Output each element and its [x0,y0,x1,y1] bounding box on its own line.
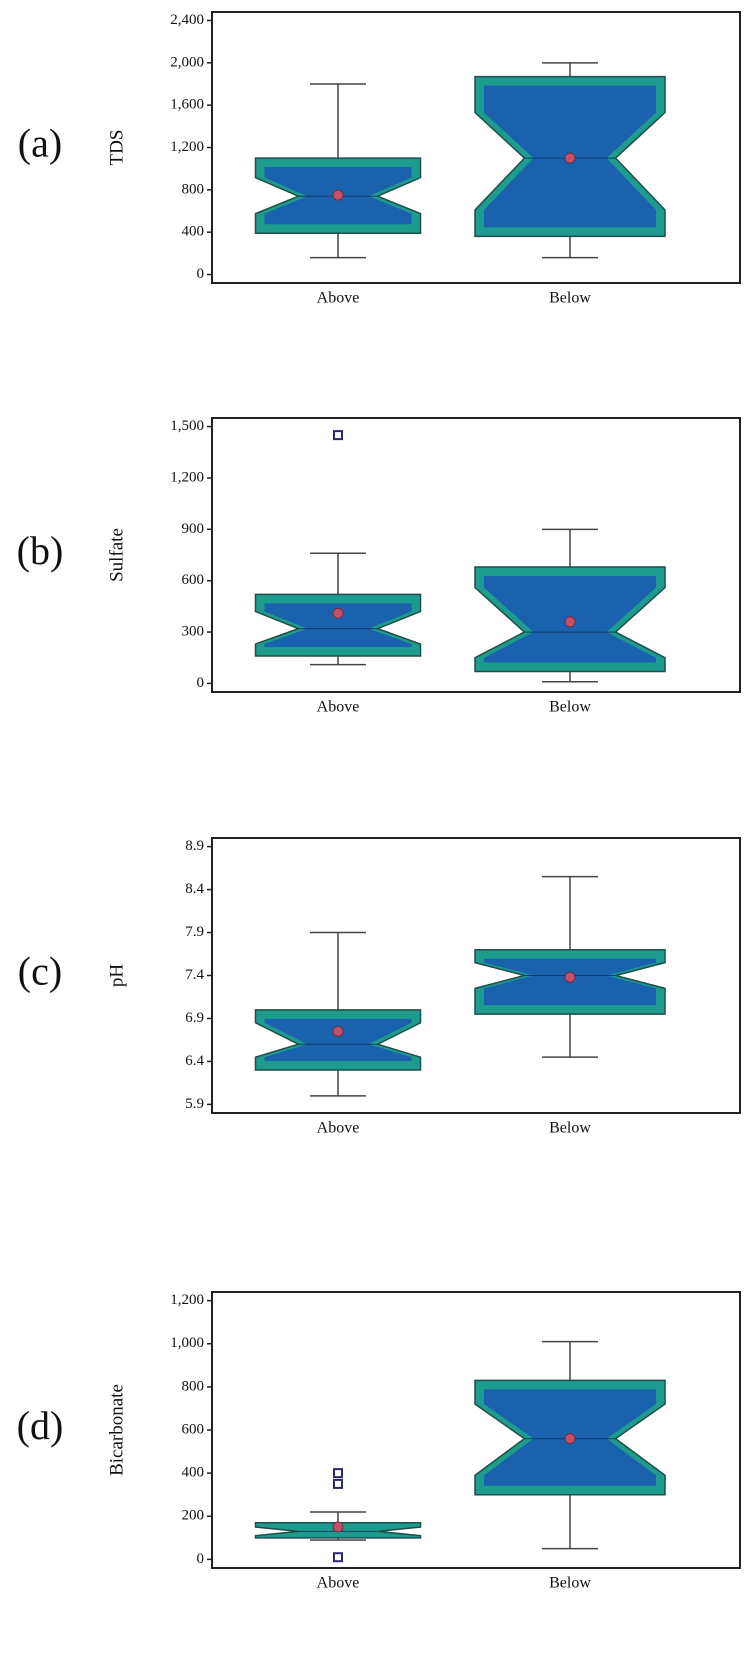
y-axis-label: Bicarbonate [106,1384,127,1476]
y-tick-label: 0 [197,266,205,282]
box-chart: (b) Sulfate 0 300 600 900 1,200 1,500 Above Below [17,417,741,716]
y-tick-label: 200 [182,1508,205,1524]
y-tick-label: 1,000 [170,1335,204,1351]
mean-marker [564,1433,576,1445]
y-tick-label: 6.4 [185,1053,204,1069]
box-chart: (d) Bicarbonate 0 200 400 600 800 1,000 1,200 Abo… [17,1291,741,1592]
mean-marker [564,971,576,983]
y-tick-label: 300 [182,624,205,640]
y-tick-label: 900 [182,521,205,537]
panel-label: (d) [17,1403,64,1448]
y-tick-label: 400 [182,1465,205,1481]
y-tick-label: 5.9 [185,1096,204,1112]
y-tick-label: 400 [182,224,205,240]
x-tick-label: Above [317,290,360,307]
mean-marker [564,616,576,628]
plot-frame [211,417,741,693]
x-tick-label: Above [317,1575,360,1592]
outlier [333,1468,343,1479]
x-tick-label: Above [317,1120,360,1137]
y-tick-label: 800 [182,1378,205,1394]
plot-frame [211,837,741,1114]
box-inner [264,1018,412,1062]
box-chart: (a) TDS 0 400 800 1,200 1,600 2,000 2,400 Above Be… [18,11,741,307]
y-tick-label: 0 [197,1551,205,1567]
plot-frame [211,11,741,284]
x-tick-label: Below [549,1575,591,1592]
y-tick-label: 800 [182,181,205,197]
y-tick-label: 0 [197,675,205,691]
y-tick-label: 7.4 [185,967,204,983]
y-tick-label: 2,000 [170,54,204,70]
y-tick-label: 1,600 [170,97,204,113]
y-tick-label: 6.9 [185,1010,204,1026]
mean-marker [332,189,344,201]
x-tick-label: Below [549,699,591,716]
y-tick-label: 1,200 [170,1292,204,1308]
x-tick-label: Above [317,699,360,716]
panel-label: (b) [17,528,64,573]
x-tick-label: Below [549,290,591,307]
box-chart: (c) pH 5.9 6.4 6.9 7.4 7.9 8.4 8.9 Above Below [18,837,741,1137]
y-tick-label: 600 [182,572,205,588]
y-tick-label: 7.9 [185,924,204,940]
y-tick-label: 600 [182,1421,205,1437]
y-tick-label: 8.9 [185,838,204,854]
outlier [333,1552,343,1563]
y-axis-label: Sulfate [106,528,127,582]
y-tick-label: 1,200 [170,139,204,155]
y-tick-label: 1,200 [170,469,204,485]
y-tick-label: 1,500 [170,418,204,434]
y-tick-label: 8.4 [185,881,204,897]
y-axis-label: pH [106,964,127,988]
box-inner [264,603,412,648]
outlier [333,430,343,441]
mean-marker [332,1025,344,1037]
outlier [333,1478,343,1489]
panel-label: (c) [18,949,62,994]
x-tick-label: Below [549,1120,591,1137]
y-tick-label: 2,400 [170,12,204,28]
y-axis-label: TDS [106,130,127,166]
mean-marker [332,1521,344,1533]
panel-label: (a) [18,121,62,166]
mean-marker [564,152,576,164]
mean-marker [332,607,344,619]
